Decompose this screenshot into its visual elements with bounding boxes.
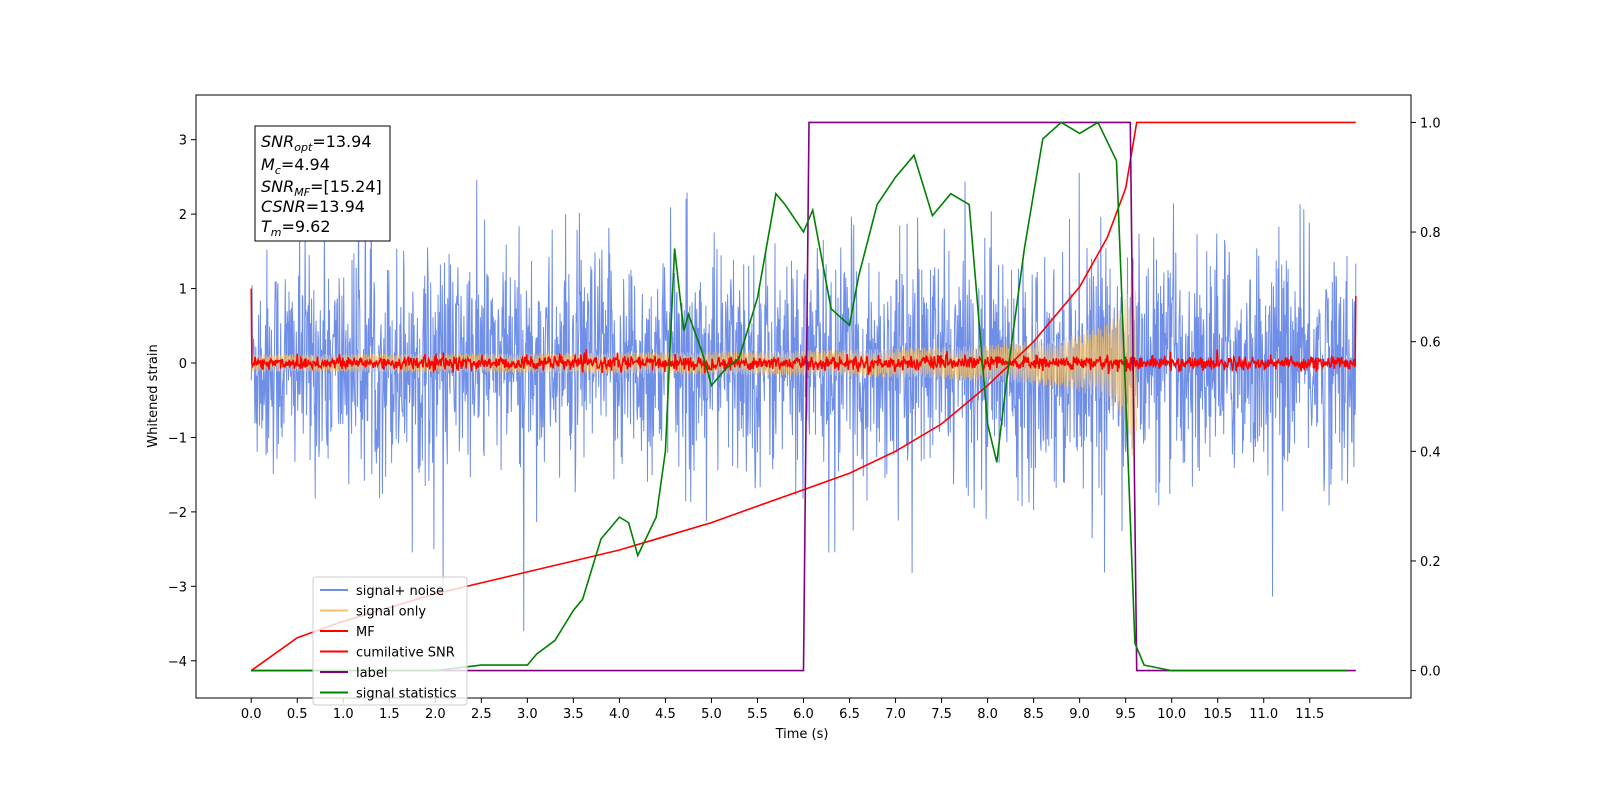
y-tick-label: −4 — [168, 655, 187, 670]
x-tick-label: 3.0 — [517, 707, 538, 722]
x-tick-label: 11.5 — [1295, 707, 1324, 722]
legend-label: cumilative SNR — [356, 646, 455, 661]
y2-tick-label: 0.4 — [1420, 445, 1441, 460]
y2-tick-label: 0.0 — [1420, 665, 1441, 680]
x-tick-label: 7.5 — [931, 707, 952, 722]
x-tick-label: 1.5 — [379, 707, 400, 722]
x-tick-label: 0.5 — [287, 707, 308, 722]
y2-tick-label: 1.0 — [1420, 116, 1441, 131]
x-tick-label: 6.0 — [793, 707, 814, 722]
y-tick-label: 2 — [179, 208, 187, 223]
x-tick-label: 10.0 — [1157, 707, 1186, 722]
x-tick-label: 4.0 — [609, 707, 630, 722]
y-axis: 3 2 1 0 −1 −2 −3 −4 — [168, 134, 196, 670]
y2-tick-label: 0.8 — [1420, 226, 1441, 241]
legend-label: signal only — [356, 605, 426, 620]
x-tick-label: 3.5 — [563, 707, 584, 722]
y2-tick-label: 0.6 — [1420, 336, 1441, 351]
x-tick-label: 9.5 — [1115, 707, 1136, 722]
info-box: SNRopt=13.94 Mc=4.94 SNRMF=[15.24] CSNR=… — [254, 125, 391, 242]
legend-label: signal statistics — [356, 687, 457, 702]
x-tick-label: 1.0 — [333, 707, 354, 722]
y-axis-label: Whitened strain — [146, 344, 161, 447]
y-tick-label: 3 — [179, 134, 187, 149]
y-tick-label: −1 — [168, 431, 187, 446]
x-tick-label: 4.5 — [655, 707, 676, 722]
x-tick-label: 11.0 — [1249, 707, 1278, 722]
y2-tick-label: 0.2 — [1420, 555, 1441, 570]
legend-label: MF — [356, 625, 375, 640]
x-axis-label: Time (s) — [775, 727, 829, 742]
mc-annotation: Mc=4.94 — [261, 155, 330, 177]
legend-label: signal+ noise — [356, 584, 444, 599]
x-tick-label: 5.0 — [701, 707, 722, 722]
snr-mf-annotation: SNRMF=[15.24] — [261, 177, 382, 199]
x-tick-label: 10.5 — [1203, 707, 1232, 722]
y-tick-label: −3 — [168, 580, 187, 595]
x-tick-label: 2.0 — [425, 707, 446, 722]
y-tick-label: −2 — [168, 506, 187, 521]
series-mf — [250, 288, 1357, 376]
x-tick-label: 0.0 — [241, 707, 262, 722]
y-tick-label: 1 — [179, 283, 187, 298]
series-signal-statistics — [251, 121, 1347, 672]
series-signal-only — [250, 271, 1138, 456]
legend: signal+ noise signal only MF cumilative SNR… — [312, 576, 468, 706]
legend-label: label — [356, 666, 387, 681]
csnr-annotation: CSNR=13.94 — [261, 197, 365, 216]
y2-axis: 1.0 0.8 0.6 0.4 0.2 0.0 — [1411, 116, 1441, 680]
y-tick-label: 0 — [179, 357, 187, 372]
legend-frame — [312, 576, 468, 706]
x-tick-label: 5.5 — [747, 707, 768, 722]
x-axis: 0.0 0.5 1.0 1.5 2.0 2.5 3.0 3.5 4.0 4.5 5.0 5.5 6.0 6… — [241, 698, 1324, 722]
x-tick-label: 9.0 — [1069, 707, 1090, 722]
snr-opt-annotation: SNRopt=13.94 — [261, 132, 372, 154]
x-tick-label: 8.5 — [1023, 707, 1044, 722]
x-tick-label: 8.0 — [977, 707, 998, 722]
x-tick-label: 7.0 — [885, 707, 906, 722]
x-tick-label: 2.5 — [471, 707, 492, 722]
tm-annotation: Tm=9.62 — [261, 217, 331, 239]
x-tick-label: 6.5 — [839, 707, 860, 722]
